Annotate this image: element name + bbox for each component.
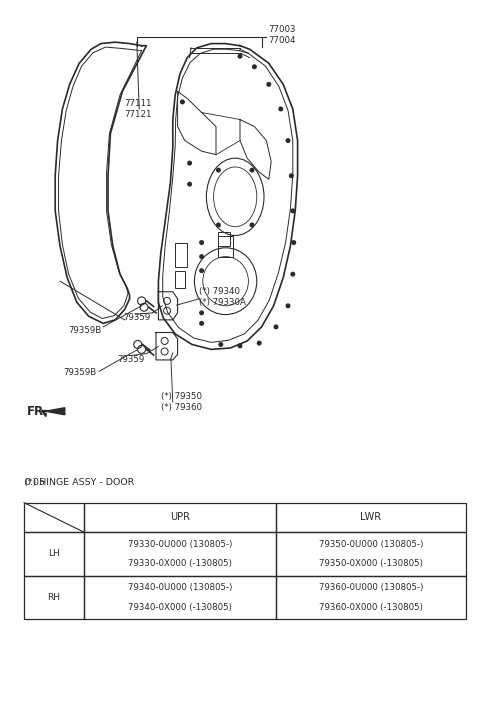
Text: 79350-0X000 (-130805): 79350-0X000 (-130805) xyxy=(319,559,423,568)
Circle shape xyxy=(199,240,204,245)
Text: 79359B: 79359B xyxy=(68,326,101,335)
Bar xyxy=(24,576,84,619)
Circle shape xyxy=(187,160,192,166)
Circle shape xyxy=(199,254,204,259)
Circle shape xyxy=(250,222,254,228)
Circle shape xyxy=(199,268,204,273)
Polygon shape xyxy=(46,408,65,415)
Text: LH: LH xyxy=(48,550,60,558)
Bar xyxy=(276,532,466,576)
Circle shape xyxy=(286,138,290,143)
Circle shape xyxy=(250,167,254,173)
Text: 79360-0X000 (-130805): 79360-0X000 (-130805) xyxy=(319,602,423,612)
Bar xyxy=(218,236,233,257)
Text: 0.05: 0.05 xyxy=(24,478,45,487)
Circle shape xyxy=(238,343,242,349)
Bar xyxy=(84,503,276,532)
Bar xyxy=(24,503,84,532)
Text: 79359: 79359 xyxy=(123,314,150,322)
Circle shape xyxy=(199,321,204,326)
Bar xyxy=(175,271,185,288)
Text: 79330-0X000 (-130805): 79330-0X000 (-130805) xyxy=(128,559,232,568)
Text: 79340-0X000 (-130805): 79340-0X000 (-130805) xyxy=(128,602,232,612)
Text: 79360-0U000 (130805-): 79360-0U000 (130805-) xyxy=(319,583,423,593)
Circle shape xyxy=(187,181,192,187)
Circle shape xyxy=(278,106,283,112)
Circle shape xyxy=(238,53,242,59)
Circle shape xyxy=(180,99,185,105)
Bar xyxy=(175,243,187,267)
Text: (*) HINGE ASSY - DOOR: (*) HINGE ASSY - DOOR xyxy=(24,478,134,487)
Bar xyxy=(276,503,466,532)
Bar xyxy=(276,576,466,619)
Circle shape xyxy=(199,310,204,316)
Circle shape xyxy=(291,240,296,245)
Text: 79340-0U000 (130805-): 79340-0U000 (130805-) xyxy=(128,583,232,593)
Circle shape xyxy=(274,324,278,330)
Circle shape xyxy=(289,173,294,179)
Bar xyxy=(84,576,276,619)
Circle shape xyxy=(290,208,295,214)
Bar xyxy=(24,532,84,576)
Bar xyxy=(84,532,276,576)
Circle shape xyxy=(257,340,262,346)
Text: 79359: 79359 xyxy=(118,356,145,364)
Text: 77111
77121: 77111 77121 xyxy=(124,99,151,119)
Text: 79359B: 79359B xyxy=(63,368,96,377)
Circle shape xyxy=(266,82,271,87)
Text: UPR: UPR xyxy=(170,512,190,522)
Text: FR.: FR. xyxy=(26,405,48,418)
Circle shape xyxy=(218,342,223,347)
Circle shape xyxy=(290,271,295,277)
Bar xyxy=(218,232,230,246)
Text: 79330-0U000 (130805-): 79330-0U000 (130805-) xyxy=(128,540,232,549)
Text: 77003
77004: 77003 77004 xyxy=(268,25,295,45)
Circle shape xyxy=(286,303,290,309)
Circle shape xyxy=(216,167,221,173)
Text: (*) 79340
(*) 79330A: (*) 79340 (*) 79330A xyxy=(199,288,246,307)
Circle shape xyxy=(252,64,257,70)
Text: 79350-0U000 (130805-): 79350-0U000 (130805-) xyxy=(319,540,423,549)
Circle shape xyxy=(216,222,221,228)
Text: RH: RH xyxy=(48,593,60,602)
Text: (*) 79350
(*) 79360: (*) 79350 (*) 79360 xyxy=(161,392,202,412)
Text: LWR: LWR xyxy=(360,512,382,522)
